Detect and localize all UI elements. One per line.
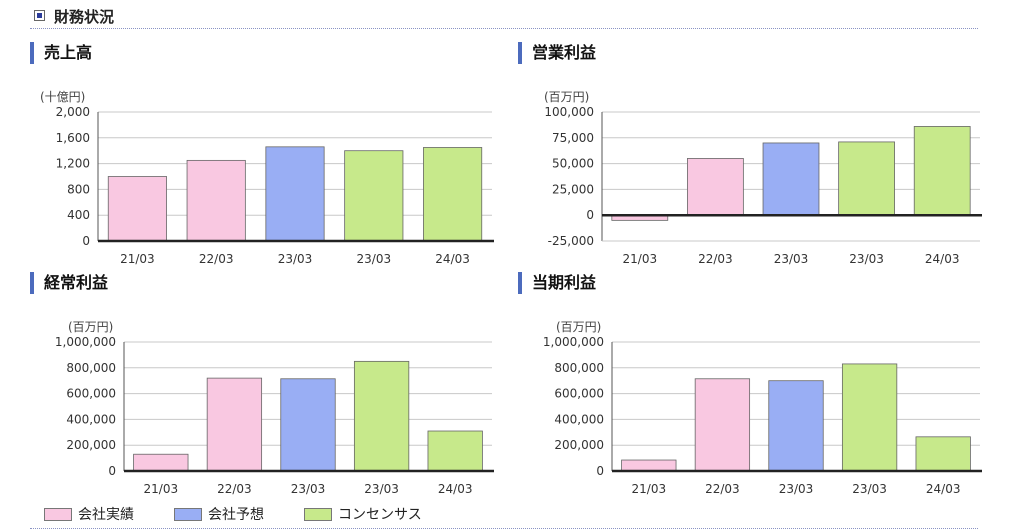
y-tick-label: 800,000 [554,361,604,375]
y-tick-label: 1,000,000 [55,335,116,349]
y-tick-label: 400,000 [66,412,116,426]
bar [621,459,677,472]
x-tick-label: 21/03 [144,482,179,496]
x-tick-label: 23/03 [849,252,884,266]
bar [841,363,898,472]
section-title: 財務状況 [54,8,115,26]
chart-panel-net-income: 当期利益 (百万円) 0 200,000 400,000 600,000 800,000… [518,272,988,502]
y-tick-label: 400,000 [554,412,604,426]
x-tick-label: 22/03 [698,252,733,266]
x-tick-label: 22/03 [705,482,740,496]
unit-label: (百万円) [544,90,590,104]
x-tick-label: 22/03 [199,252,234,266]
x-tick-label: 24/03 [438,482,473,496]
x-tick-label: 21/03 [120,252,155,266]
unit-label: (百万円) [556,320,602,334]
bar [913,126,971,216]
bar [353,360,410,472]
x-tick-label: 23/03 [364,482,399,496]
chart-net-income: 0 200,000 400,000 600,000 800,000 1,000,000 21… [543,335,982,496]
bar [206,377,263,472]
y-tick-label: 200,000 [66,438,116,452]
bar [344,150,404,242]
x-tick-label: 23/03 [852,482,887,496]
y-tick-label: 2,000 [56,105,90,119]
chart-title: 当期利益 [518,272,596,294]
chart-operating-income: -25,000 0 25,000 50,000 75,000 100,000 21/03 22… [544,105,982,266]
legend-swatch [44,508,72,521]
bar [280,378,336,472]
y-tick-label: -25,000 [548,234,594,248]
y-tick-label: 600,000 [66,387,116,401]
bar [838,141,895,216]
bar [427,430,483,472]
y-tick-label: 800 [67,182,90,196]
x-tick-label: 22/03 [217,482,252,496]
section-header: 財務状況 [30,6,978,29]
legend-swatch [174,508,202,521]
chart-title: 営業利益 [518,42,596,64]
chart-panel-ordinary-income: 経常利益 (百万円) 0 200,000 400,000 600,000 800,000… [30,272,500,502]
chart-revenue: 0 400 800 1,200 1,600 2,000 21/03 22/03 23/03 23/… [56,105,494,266]
bar [915,436,971,472]
x-tick-label: 23/03 [774,252,809,266]
y-tick-label: 800,000 [66,361,116,375]
x-tick-label: 23/03 [291,482,326,496]
x-tick-label: 24/03 [435,252,470,266]
square-bullet-icon [34,10,45,21]
chart-panel-revenue: 売上高 (十億円) 0 400 800 1,200 1,600 2,000 21/03 22/… [30,42,500,272]
y-tick-label: 1,000,000 [543,335,604,349]
x-tick-label: 23/03 [357,252,392,266]
x-tick-label: 23/03 [278,252,313,266]
unit-label: (十億円) [40,90,86,104]
bar [265,146,325,242]
bar [687,158,744,216]
bar [762,142,820,216]
x-tick-label: 21/03 [623,252,658,266]
bar [694,378,751,472]
x-tick-label: 21/03 [632,482,667,496]
unit-label: (百万円) [68,320,114,334]
bar [423,147,483,242]
x-tick-label: 23/03 [779,482,814,496]
y-tick-label: 0 [596,464,604,478]
y-tick-label: 400 [67,208,90,222]
bar [107,176,167,242]
y-tick-label: 0 [108,464,116,478]
chart-title: 経常利益 [30,272,108,294]
y-tick-label: 100,000 [544,105,594,119]
x-tick-label: 24/03 [926,482,961,496]
y-tick-label: 0 [82,234,90,248]
y-tick-label: 200,000 [554,438,604,452]
y-tick-label: 1,200 [56,157,90,171]
y-tick-label: 75,000 [552,131,594,145]
y-tick-label: 600,000 [554,387,604,401]
y-tick-label: 25,000 [552,182,594,196]
x-tick-label: 24/03 [925,252,960,266]
chart-title: 売上高 [30,42,92,64]
bar [768,380,824,472]
bottom-divider [30,528,978,529]
legend-label: 会社予想 [208,507,264,523]
legend-swatch [304,508,332,521]
legend-label: コンセンサス [338,507,422,523]
legend-label: 会社実績 [78,507,134,523]
y-tick-label: 0 [586,208,594,222]
y-tick-label: 50,000 [552,157,594,171]
chart-panel-operating-income: 営業利益 (百万円) -25,000 0 25,000 50,000 75,000 100… [518,42,988,272]
bar [133,453,189,472]
chart-ordinary-income: 0 200,000 400,000 600,000 800,000 1,000,000 21… [55,335,494,496]
bar [186,159,246,242]
y-tick-label: 1,600 [56,131,90,145]
